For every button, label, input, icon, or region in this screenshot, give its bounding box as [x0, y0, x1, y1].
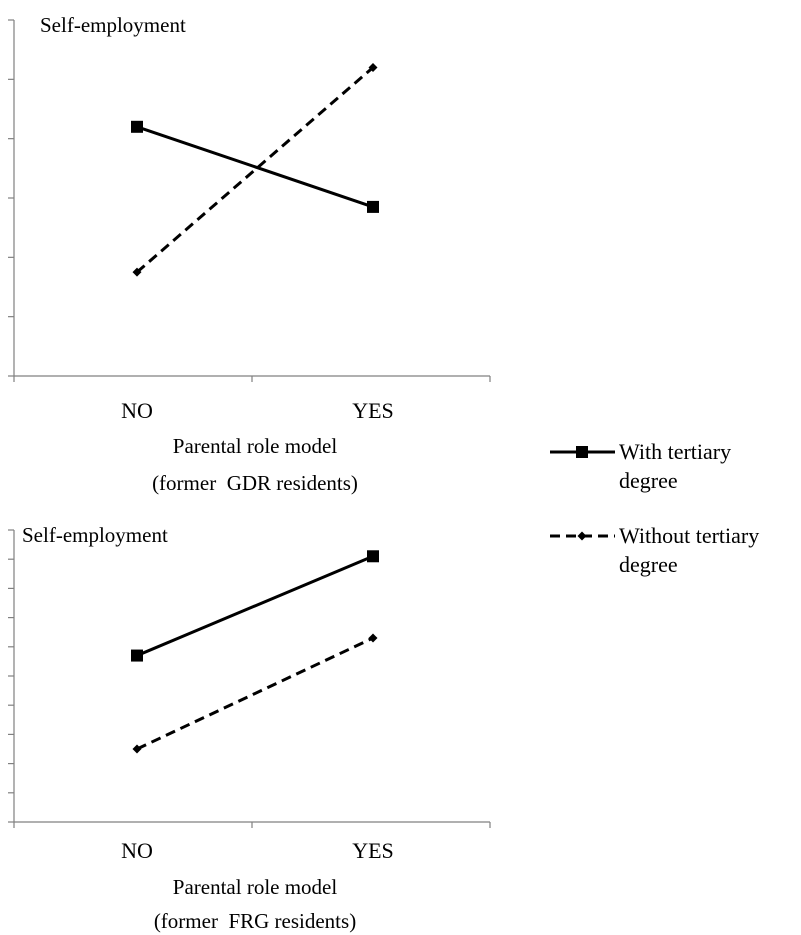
x-axis-title-line: Parental role model: [173, 875, 338, 899]
series-line-without-tertiary: [136, 636, 374, 751]
data-point-marker: [131, 649, 143, 662]
x-tick-label: YES: [352, 398, 394, 423]
x-tick-label: YES: [352, 838, 394, 863]
y-axis-title: Self-employment: [22, 523, 168, 547]
x-tick-label: NO: [121, 838, 153, 863]
legend-label-line: Without tertiary: [619, 523, 759, 548]
x-tick-label: NO: [121, 398, 153, 423]
data-point-marker: [367, 550, 379, 563]
x-axis-title-line: Parental role model: [173, 434, 338, 458]
data-point-marker: [368, 633, 378, 643]
series-line-with-tertiary: [136, 125, 374, 209]
series-line-without-tertiary: [136, 66, 374, 274]
legend-label-line: With tertiary: [619, 439, 731, 464]
y-axis-title: Self-employment: [40, 13, 186, 37]
data-point-marker: [367, 200, 379, 213]
series-line-with-tertiary: [136, 554, 374, 657]
data-point-marker: [131, 120, 143, 133]
data-point-marker: [368, 62, 378, 72]
legend-marker: [576, 446, 588, 458]
x-axis-title-line: (former GDR residents): [152, 471, 358, 495]
data-point-marker: [132, 744, 142, 754]
data-point-marker: [132, 267, 142, 277]
legend-label-line: degree: [619, 468, 678, 493]
legend-marker: [577, 531, 587, 541]
legend-label-line: degree: [619, 552, 678, 577]
x-axis-title-line: (former FRG residents): [154, 909, 356, 933]
